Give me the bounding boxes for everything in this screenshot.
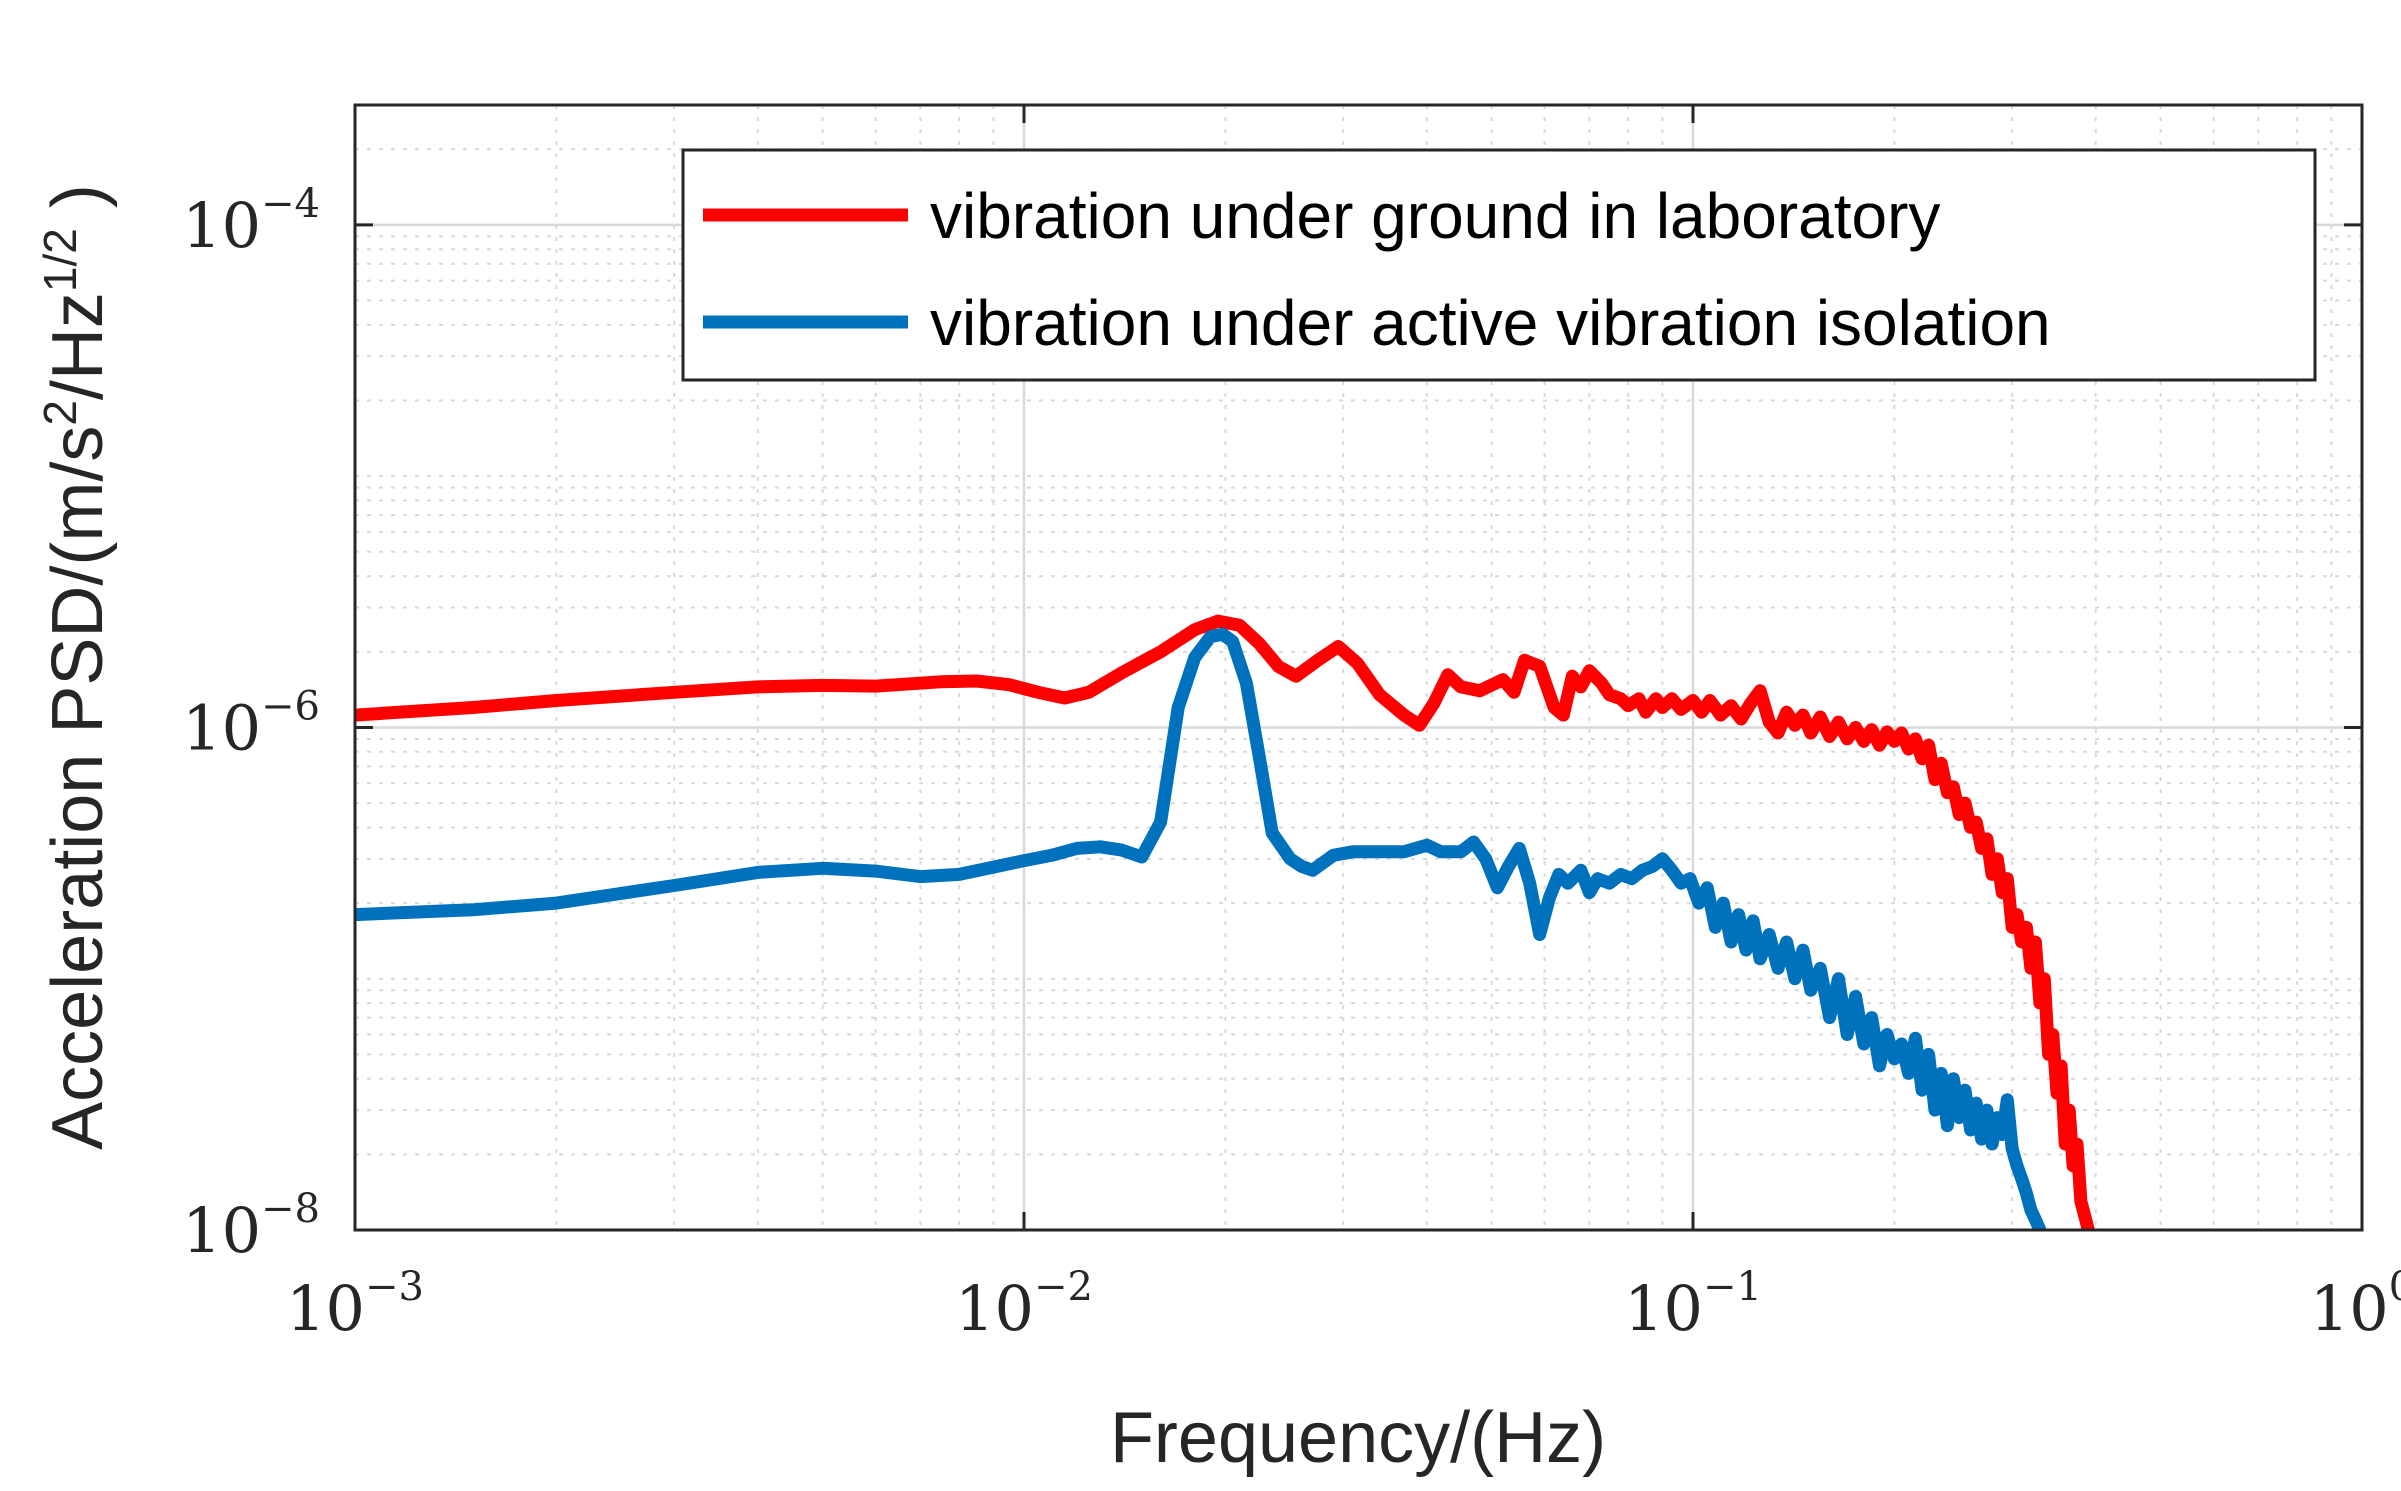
x-axis-label: Frequency/(Hz) (1110, 1398, 1606, 1478)
y-tick-label: 10−6 (182, 683, 320, 764)
x-tick-label-exp: −1 (1703, 1264, 1762, 1310)
y-axis-label-suffix: ) (38, 184, 118, 228)
y-tick-label: 10−8 (182, 1186, 320, 1267)
y-axis-label-prefix: Acceleration PSD/(m/s (38, 426, 118, 1150)
y-axis-label: Acceleration PSD/(m/s2/Hz1/2 ) (34, 184, 118, 1150)
y-axis-label-sup2: 1/2 (34, 228, 86, 292)
y-tick-label-base: 10 (182, 1194, 261, 1267)
plot-frame (353, 103, 2364, 1232)
x-tick-label: 10−2 (955, 1264, 1093, 1345)
legend: vibration under ground in laboratory vib… (681, 148, 2317, 382)
y-axis-label-mid: /Hz (38, 292, 118, 400)
y-tick-label-exp: −6 (261, 683, 320, 729)
x-tick-label-base: 10 (286, 1272, 365, 1345)
ticks (353, 105, 2364, 1232)
y-tick-label-exp: −4 (261, 181, 320, 227)
y-tick-label-exp: −8 (261, 1186, 320, 1232)
x-tick-label: 10−3 (286, 1264, 424, 1345)
series-line-ground (355, 614, 2095, 1230)
x-tick-label-base: 10 (1624, 1272, 1703, 1345)
tick-labels: 10−310−210−110010−810−610−4 (182, 181, 2401, 1345)
x-tick-label: 10−1 (1624, 1264, 1762, 1345)
y-tick-label-base: 10 (182, 189, 261, 262)
x-tick-label-exp: 0 (2389, 1264, 2401, 1310)
legend-label-isolation: vibration under active vibration isolati… (930, 287, 2051, 359)
x-tick-label: 100 (2310, 1264, 2401, 1345)
series-line-isolation (355, 627, 2047, 1230)
x-tick-label-base: 10 (955, 1272, 1034, 1345)
y-axis-label-sup1: 2 (34, 400, 86, 426)
x-tick-label-exp: −2 (1034, 1264, 1093, 1310)
x-tick-label-base: 10 (2310, 1272, 2389, 1345)
x-tick-label-exp: −3 (365, 1264, 424, 1310)
legend-box (681, 148, 2317, 382)
y-tick-label-base: 10 (182, 691, 261, 764)
series-layer (355, 614, 2095, 1230)
y-tick-label: 10−4 (182, 181, 320, 262)
legend-label-ground: vibration under ground in laboratory (930, 180, 1940, 252)
